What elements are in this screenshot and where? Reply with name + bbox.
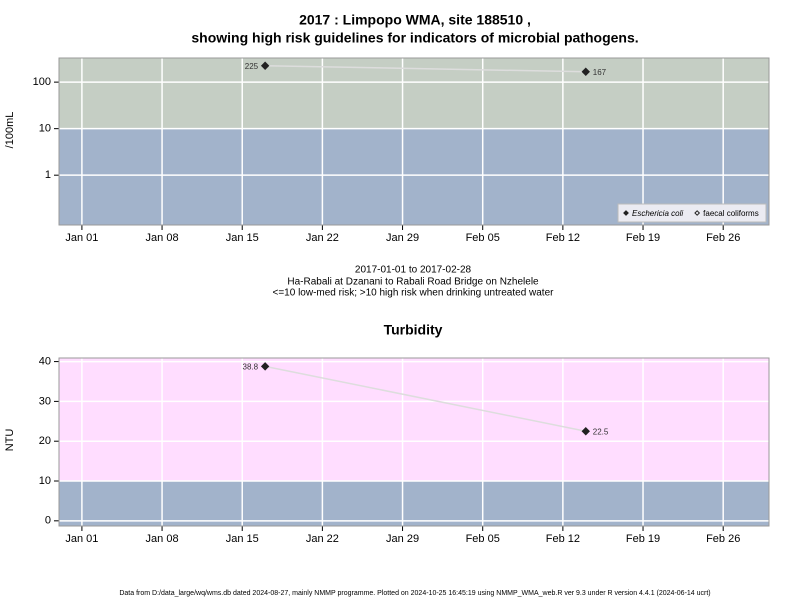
x-tick-label: Jan 29 bbox=[386, 232, 419, 244]
value-label: 38.8 bbox=[243, 362, 259, 371]
y-tick-label: 30 bbox=[39, 395, 51, 407]
note: 2017-01-01 to 2017-02-28 bbox=[355, 265, 472, 276]
plot-frame bbox=[58, 357, 770, 527]
series-line bbox=[265, 64, 586, 73]
footer: Data from D:/data_large/wq/wms.db dated … bbox=[119, 590, 710, 597]
value-label: 167 bbox=[593, 68, 607, 77]
x-tick-label: Jan 15 bbox=[226, 533, 259, 545]
point bbox=[581, 427, 590, 436]
low-risk-band bbox=[59, 481, 769, 526]
value-label: 225 bbox=[245, 62, 259, 71]
x-tick-label: Jan 01 bbox=[65, 533, 98, 545]
y-tick-label: 40 bbox=[39, 355, 51, 367]
x-tick-label: Jan 08 bbox=[146, 232, 179, 244]
legend-label: faecal coliforms bbox=[703, 209, 759, 218]
legend-marker bbox=[694, 210, 701, 216]
chart-subtitle: showing high risk guidelines for indicat… bbox=[191, 30, 638, 46]
y-tick-label: 10 bbox=[39, 123, 51, 135]
y-tick-label: 0 bbox=[45, 515, 51, 527]
note: Ha-Rabali at Dzanani to Rabali Road Brid… bbox=[287, 277, 539, 288]
y-tick-label: 100 bbox=[33, 76, 51, 88]
point bbox=[260, 61, 270, 70]
point bbox=[581, 67, 590, 76]
panel-title: Turbidity bbox=[384, 322, 443, 338]
x-tick-label: Jan 15 bbox=[226, 232, 259, 244]
value-label: 22.5 bbox=[593, 427, 609, 436]
y-axis-label: NTU bbox=[4, 429, 16, 452]
y-axis-label: /100mL bbox=[4, 112, 16, 149]
note: <=10 low-med risk; >10 high risk when dr… bbox=[273, 288, 555, 299]
y-tick-label: 10 bbox=[39, 475, 51, 487]
series-line bbox=[264, 365, 586, 432]
x-tick-label: Jan 22 bbox=[306, 232, 339, 244]
x-tick-label: Feb 05 bbox=[466, 232, 500, 244]
x-tick-label: Jan 22 bbox=[306, 533, 339, 545]
x-tick-label: Feb 12 bbox=[546, 232, 580, 244]
x-tick-label: Feb 05 bbox=[466, 533, 500, 545]
plot-frame bbox=[58, 57, 770, 226]
y-tick-label: 20 bbox=[39, 435, 51, 447]
x-tick-label: Jan 01 bbox=[65, 232, 98, 244]
x-tick-label: Feb 12 bbox=[546, 533, 580, 545]
chart-title: 2017 : Limpopo WMA, site 188510 , bbox=[299, 12, 531, 28]
x-tick-label: Feb 19 bbox=[626, 232, 660, 244]
x-tick-label: Jan 08 bbox=[146, 533, 179, 545]
x-tick-label: Feb 26 bbox=[706, 533, 740, 545]
y-tick-label: 1 bbox=[45, 169, 51, 181]
high-risk-band bbox=[59, 358, 769, 482]
x-tick-label: Feb 26 bbox=[706, 232, 740, 244]
x-tick-label: Feb 19 bbox=[626, 533, 660, 545]
legend-box bbox=[617, 203, 767, 223]
point bbox=[260, 362, 270, 371]
high-risk-band bbox=[59, 58, 769, 129]
x-tick-label: Jan 29 bbox=[386, 533, 419, 545]
legend-marker bbox=[623, 210, 629, 216]
legend-label: Eschericia coli bbox=[632, 209, 683, 218]
